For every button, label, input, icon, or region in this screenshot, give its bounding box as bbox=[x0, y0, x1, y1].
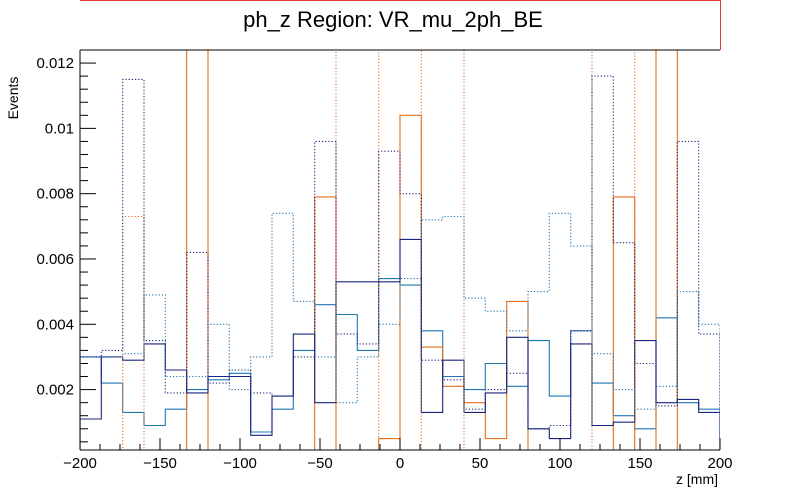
y-tick-label: 0.012 bbox=[36, 55, 74, 72]
x-tick-label: −150 bbox=[143, 455, 177, 472]
x-tick-label: 0 bbox=[396, 455, 404, 472]
x-tick-label: 150 bbox=[627, 455, 652, 472]
x-axis-label: z [mm] bbox=[676, 471, 718, 487]
y-tick-label: 0.006 bbox=[36, 251, 74, 268]
x-tick-label: 50 bbox=[472, 455, 489, 472]
plot-area bbox=[80, 50, 720, 450]
x-ticks: −200 −150 −100 −50 0 50 100 150 200 bbox=[63, 438, 733, 472]
y-tick-label: 0.004 bbox=[36, 316, 74, 333]
x-tick-label: −50 bbox=[307, 455, 332, 472]
x-tick-label: 100 bbox=[547, 455, 572, 472]
y-ticks: 0.002 0.004 0.006 0.008 0.01 0.012 bbox=[36, 49, 96, 443]
histogram-series-4 bbox=[80, 212, 720, 450]
y-tick-label: 0.002 bbox=[36, 382, 74, 399]
x-tick-label: −200 bbox=[63, 455, 97, 472]
y-tick-label: 0.008 bbox=[36, 186, 74, 203]
x-tick-label: 200 bbox=[707, 455, 732, 472]
histogram-series-6 bbox=[80, 75, 720, 450]
y-axis-label: Events bbox=[5, 77, 21, 120]
y-tick-label: 0.01 bbox=[45, 120, 74, 137]
histogram-series bbox=[80, 50, 720, 450]
x-tick-label: −100 bbox=[223, 455, 257, 472]
chart-title: ph_z Region: VR_mu_2ph_BE bbox=[243, 7, 543, 32]
